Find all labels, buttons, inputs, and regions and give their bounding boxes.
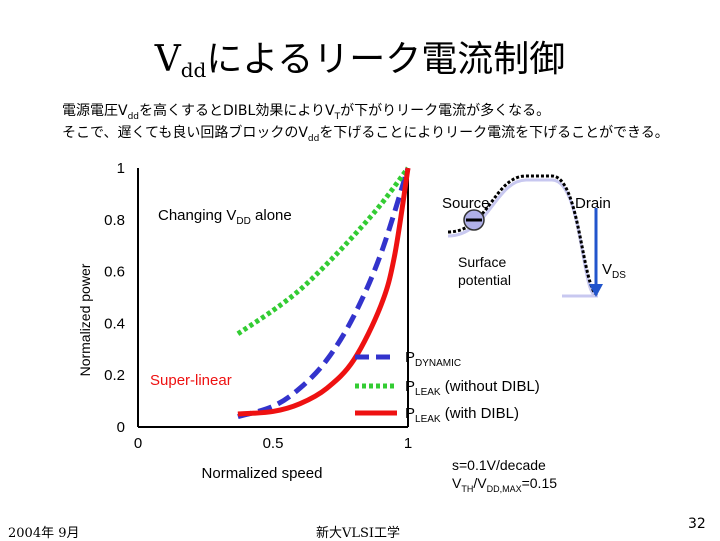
y-tick-label: 0.2 (104, 367, 125, 384)
x-axis-label: Normalized speed (202, 465, 323, 482)
y-axis-label: Normalized power (77, 263, 93, 376)
source-label: Source (442, 195, 490, 212)
changing-vdd-annotation: Changing VDD alone (158, 207, 292, 227)
drain-label: Drain (575, 195, 611, 212)
description-line-1: 電源電圧Vddを高くするとDIBL効果によりVTが下がりリーク電流が多くなる。 (62, 103, 551, 122)
vds-label: VDS (602, 261, 626, 281)
page-number: 32 (688, 516, 706, 532)
legend-label-leak-dibl: PLEAK (with DIBL) (405, 405, 519, 425)
legend: PDYNAMIC PLEAK (without DIBL) PLEAK (wit… (355, 349, 540, 425)
y-tick-label: 0.6 (104, 264, 125, 281)
x-tick-label: 0 (134, 435, 142, 452)
y-tick-label: 0 (117, 419, 125, 436)
vth-ratio-annotation: VTH/VDD,MAX=0.15 (452, 475, 557, 494)
slope-annotation: s=0.1V/decade (452, 457, 546, 473)
y-tick-label: 1 (117, 160, 125, 177)
vds-arrow-head-icon (589, 284, 603, 297)
legend-label-dynamic: PDYNAMIC (405, 349, 461, 369)
series-line-dynamic (237, 167, 411, 420)
surface-label-2: potential (458, 272, 511, 288)
x-tick-label: 0.5 (263, 435, 284, 452)
series-line-leak-dibl (237, 167, 411, 417)
surface-label-1: Surface (458, 254, 506, 270)
surface-potential-diagram: Source Drain Surface potential VDS (442, 174, 626, 298)
slide-title: Vddによるリーク電流制御 (154, 39, 566, 82)
description-line-2: そこで、遅くても良い回路ブロックのVddを下げることによりリーク電流を下げること… (62, 125, 669, 144)
x-tick-label: 1 (404, 435, 412, 452)
footer-course: 新大VLSI工学 (316, 526, 401, 541)
super-linear-annotation: Super-linear (150, 372, 232, 389)
legend-label-leak-no-dibl: PLEAK (without DIBL) (405, 378, 540, 398)
y-tick-label: 0.8 (104, 212, 125, 229)
series-line-leak-no-dibl (236, 166, 411, 336)
y-tick-label: 0.4 (104, 315, 125, 332)
footer-date: 2004年 9月 (8, 526, 80, 541)
